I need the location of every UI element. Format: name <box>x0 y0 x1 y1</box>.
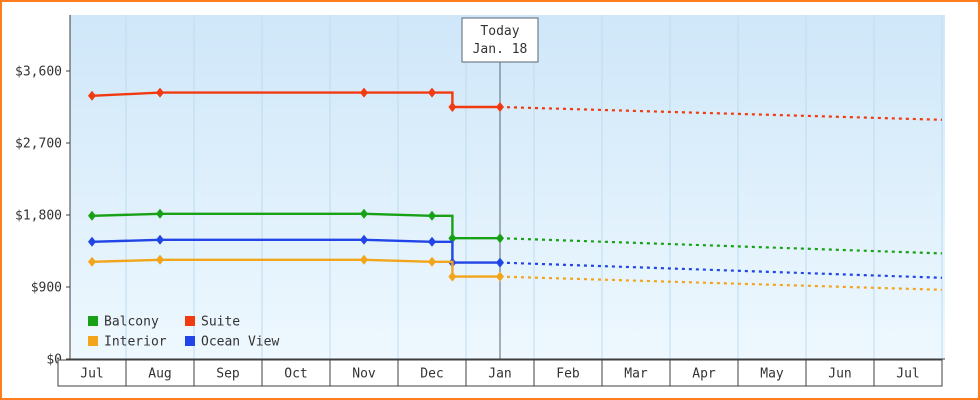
y-axis-tick-label: $1,800 <box>15 209 62 224</box>
month-label: Sep <box>216 367 240 382</box>
month-cell <box>737 359 807 387</box>
data-point-marker <box>360 87 368 98</box>
data-point-marker <box>156 234 164 245</box>
data-point-marker <box>88 236 96 247</box>
data-point-marker <box>496 257 504 268</box>
month-cell <box>601 359 671 387</box>
data-point-marker <box>156 87 164 98</box>
month-cell <box>329 359 399 387</box>
data-point-marker <box>428 236 436 247</box>
data-point-marker <box>428 256 436 267</box>
plot-area <box>70 15 945 359</box>
legend-swatch <box>88 316 98 326</box>
legend-label: Balcony <box>104 315 159 330</box>
legend-label: Ocean View <box>201 335 279 350</box>
month-label: Aug <box>148 367 171 382</box>
month-label: Feb <box>556 367 580 382</box>
month-label: Jun <box>828 367 851 382</box>
month-cell <box>397 359 467 387</box>
month-label: Jan <box>488 367 511 382</box>
month-label: Nov <box>352 367 376 382</box>
today-annotation-box <box>461 17 539 63</box>
legend-swatch <box>185 316 195 326</box>
legend-swatch <box>88 336 98 346</box>
data-point-marker <box>156 208 164 219</box>
today-annotation-line2: Jan. 18 <box>473 42 528 57</box>
y-axis-tick-label: $900 <box>31 281 62 296</box>
data-point-marker <box>448 271 457 282</box>
data-point-marker <box>88 256 96 267</box>
data-point-marker <box>360 234 368 245</box>
data-point-marker <box>448 102 457 112</box>
month-cell <box>669 359 739 387</box>
legend-label: Interior <box>104 335 167 350</box>
month-cell <box>873 359 943 387</box>
month-label: Jul <box>896 367 919 382</box>
data-point-marker <box>360 208 368 219</box>
legend-label: Suite <box>201 315 240 330</box>
month-cell <box>193 359 263 387</box>
data-point-marker <box>88 210 96 221</box>
month-label: Jul <box>80 367 103 382</box>
month-cell <box>805 359 875 387</box>
month-cell <box>533 359 603 387</box>
y-axis-tick-label: $3,600 <box>15 65 62 80</box>
data-point-marker <box>496 271 504 282</box>
month-label: Mar <box>624 367 648 382</box>
data-point-marker <box>428 87 436 98</box>
data-point-marker <box>496 233 504 244</box>
data-point-marker <box>88 90 96 101</box>
month-label: May <box>760 367 784 382</box>
data-point-marker <box>428 210 436 221</box>
month-label: Oct <box>284 367 307 382</box>
month-label: Dec <box>420 367 443 382</box>
legend-swatch <box>185 336 195 346</box>
month-cell <box>261 359 331 387</box>
month-cell <box>125 359 195 387</box>
today-annotation-line1: Today <box>480 24 519 39</box>
y-axis-tick-label: $2,700 <box>15 137 62 152</box>
month-label: Apr <box>692 367 716 382</box>
data-point-marker <box>496 102 504 112</box>
